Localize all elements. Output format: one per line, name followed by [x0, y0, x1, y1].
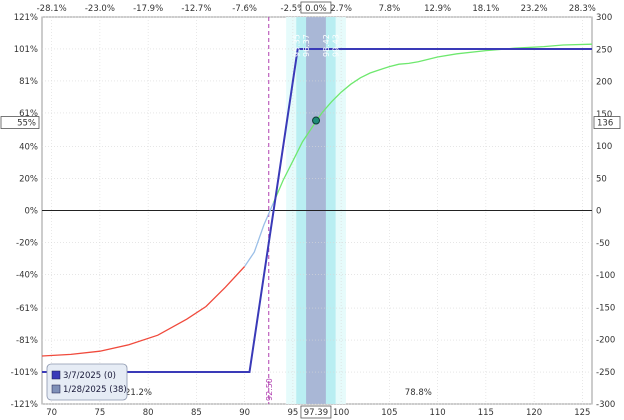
- x-tick-label: 100: [333, 408, 349, 418]
- left-tick-label: -20%: [16, 238, 38, 248]
- band-edge-label: 96.37: [302, 34, 311, 57]
- right-tick-label: 150: [596, 110, 612, 120]
- band-edge-label: 98.42: [322, 34, 331, 57]
- band-edge-label: 95.35: [292, 34, 301, 57]
- x-tick-label: 75: [94, 408, 105, 418]
- current-right-box: [593, 116, 621, 129]
- x-tick-label: 95: [287, 408, 298, 418]
- top-pct-label: 7.8%: [379, 4, 401, 14]
- top-pct-label: 0.0%: [305, 4, 327, 14]
- left-tick-label: 61%: [19, 109, 38, 119]
- right-tick-label: 250: [596, 45, 612, 55]
- right-tick-label: 300: [596, 13, 612, 23]
- current-point-marker: [312, 116, 321, 125]
- right-tick-label: 50: [596, 174, 607, 184]
- prob-right-label: 78.8%: [405, 388, 432, 398]
- right-tick-label: 0: [596, 207, 601, 217]
- right-tick-label: -250: [596, 368, 615, 378]
- right-tick-label: -200: [596, 336, 615, 346]
- right-tick-label: -50: [596, 239, 610, 249]
- x-tick-label: 90: [239, 408, 250, 418]
- x-tick-label: 85: [191, 408, 202, 418]
- series-line-expiration: [42, 48, 592, 373]
- x-tick-label: 105: [381, 408, 397, 418]
- right-tick-label: -150: [596, 303, 615, 313]
- legend-swatch-expiration: [51, 370, 61, 380]
- left-tick-label: 0%: [25, 207, 39, 217]
- left-tick-label: -101%: [11, 368, 38, 378]
- x-tick-label: 125: [574, 408, 590, 418]
- top-current-box: [300, 1, 332, 14]
- x-tick-label: 120: [526, 408, 542, 418]
- top-pct-label: -17.9%: [133, 4, 163, 14]
- x-tick-label: 70: [46, 408, 57, 418]
- top-pct-label: -2.5%: [281, 4, 306, 14]
- series-line-transition: [244, 202, 275, 267]
- current-right-label: 136: [597, 119, 613, 129]
- prob-left-label: 21.2%: [125, 388, 152, 398]
- top-pct-label: -28.1%: [37, 4, 67, 14]
- band-edge-label: 99.43: [332, 34, 341, 57]
- legend-label-current: 1/28/2025 (38): [63, 385, 127, 395]
- x-tick-label: 110: [429, 408, 445, 418]
- top-pct-label: -7.6%: [232, 4, 257, 14]
- legend-swatch-current: [51, 384, 61, 394]
- x-tick-label: 80: [143, 408, 154, 418]
- x-tick-label: 115: [478, 408, 494, 418]
- legend-label-expiration: 3/7/2025 (0): [63, 371, 116, 381]
- right-tick-label: 200: [596, 78, 612, 88]
- top-pct-label: 23.2%: [521, 4, 548, 14]
- price-box: [300, 405, 332, 419]
- left-tick-label: 121%: [14, 13, 38, 23]
- left-tick-label: -40%: [16, 270, 38, 280]
- top-pct-label: 18.1%: [472, 4, 499, 14]
- breakeven-label: 92.50: [265, 378, 274, 401]
- right-tick-label: -100: [596, 271, 615, 281]
- current-left-box: [0, 116, 40, 129]
- left-tick-label: 101%: [14, 45, 38, 55]
- right-tick-label: -300: [596, 400, 615, 410]
- series-line-loss: [41, 266, 246, 357]
- left-tick-label: 20%: [19, 175, 38, 185]
- current-left-label: 55%: [17, 119, 36, 129]
- top-pct-label: -23.0%: [85, 4, 115, 14]
- left-tick-label: 40%: [19, 143, 38, 153]
- price-label: 97.39: [304, 408, 328, 418]
- legend-box: [46, 363, 128, 401]
- left-tick-label: -61%: [16, 304, 38, 314]
- top-pct-label: 12.9%: [424, 4, 451, 14]
- left-tick-label: 81%: [19, 77, 38, 87]
- right-tick-label: 100: [596, 142, 612, 152]
- top-pct-label: 2.7%: [330, 4, 352, 14]
- top-pct-label: 28.3%: [569, 4, 596, 14]
- top-pct-label: -12.7%: [181, 4, 211, 14]
- left-tick-label: -81%: [16, 336, 38, 346]
- left-tick-label: -121%: [11, 400, 38, 410]
